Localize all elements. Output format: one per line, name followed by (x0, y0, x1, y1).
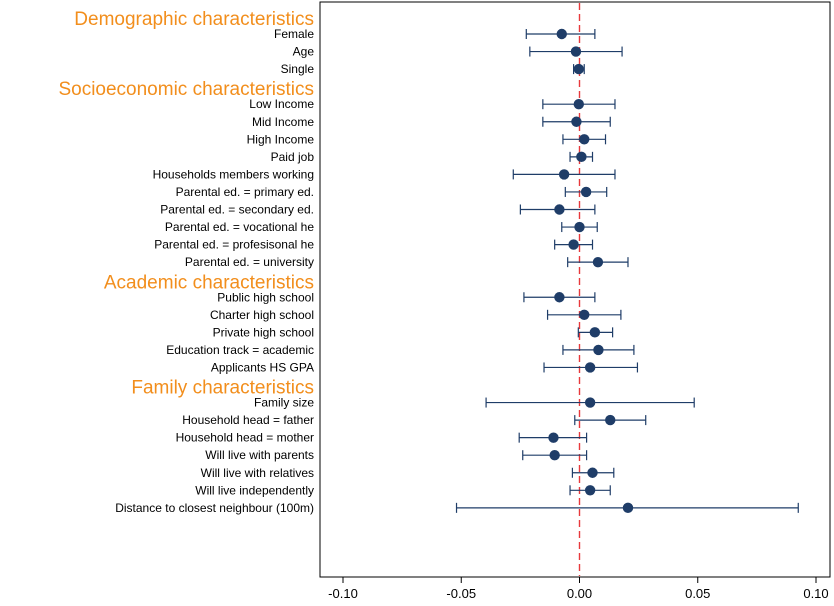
coefficient-label: High Income (247, 132, 315, 146)
coefficient-label: Female (274, 27, 314, 41)
coefficient-label: Households members working (153, 167, 314, 181)
coefficient-label: Family size (254, 396, 314, 410)
coefficient-label: Will live with parents (205, 448, 314, 462)
point-estimate (605, 414, 616, 426)
coefficient-label: Private high school (213, 325, 314, 339)
coefficient-label: Public high school (217, 290, 314, 304)
point-estimate (554, 292, 565, 303)
group-title: Demographic characteristics (74, 9, 314, 30)
point-estimate (549, 450, 560, 461)
point-estimate (589, 327, 601, 338)
x-tick-label: -0.10 (328, 586, 358, 601)
coefficient-label: Education track = academic (166, 343, 314, 357)
point-estimate (593, 344, 604, 356)
x-axis-ticks: -0.10 -0.05 0.00 0.05 0.10 (328, 577, 829, 601)
point-estimate (558, 169, 570, 180)
point-estimate (584, 362, 596, 373)
group-title: Family characteristics (131, 378, 314, 399)
point-estimate (554, 204, 565, 215)
point-estimate (574, 221, 585, 233)
point-estimate (587, 467, 598, 478)
group-title: Socioeconomic characteristics (58, 79, 314, 100)
coefficient-label: Age (293, 45, 315, 59)
coefficient-label: Charter high school (210, 308, 314, 322)
coefficient-label: Parental ed. = university (185, 255, 314, 269)
coefficient-label: Will live with relatives (201, 466, 314, 480)
point-estimate (571, 116, 582, 127)
point-estimate (573, 63, 584, 75)
point-estimate (584, 485, 596, 496)
point-estimate (622, 502, 634, 514)
point-estimate (556, 28, 567, 40)
point-estimate (576, 151, 587, 163)
point-estimate (579, 134, 590, 145)
group-title: Academic characteristics (104, 272, 314, 293)
x-tick-label: 0.10 (803, 586, 828, 601)
coefficient-label: Paid job (271, 150, 315, 164)
point-estimate (579, 309, 590, 320)
point-estimate (548, 432, 559, 443)
point-estimate (580, 186, 592, 198)
coefficient-label: Household head = mother (176, 431, 314, 445)
x-tick-label: 0.05 (685, 586, 710, 601)
coefficient-label: Single (281, 62, 315, 76)
x-tick-label: -0.05 (446, 586, 476, 601)
coefficient-label: Will live independently (195, 483, 314, 497)
estimates-layer (455, 28, 799, 514)
coefficient-label: Parental ed. = secondary ed. (160, 203, 314, 217)
point-estimate (584, 397, 596, 408)
x-tick-label: 0.00 (567, 586, 592, 601)
coefficient-label: Mid Income (252, 115, 314, 129)
point-estimate (570, 46, 582, 57)
point-estimate (573, 99, 584, 110)
coefficient-label: Low Income (249, 97, 314, 111)
coefficient-label: Distance to closest neighbour (100m) (115, 501, 314, 515)
coefficient-label: Parental ed. = profesisonal he (154, 238, 314, 252)
point-estimate (592, 256, 604, 268)
point-estimate (568, 239, 579, 250)
coefficient-label: Household head = father (182, 413, 314, 427)
coefficient-label: Applicants HS GPA (211, 360, 314, 374)
coefficient-label: Parental ed. = vocational he (165, 220, 314, 234)
coefficient-label: Parental ed. = primary ed. (176, 185, 314, 199)
